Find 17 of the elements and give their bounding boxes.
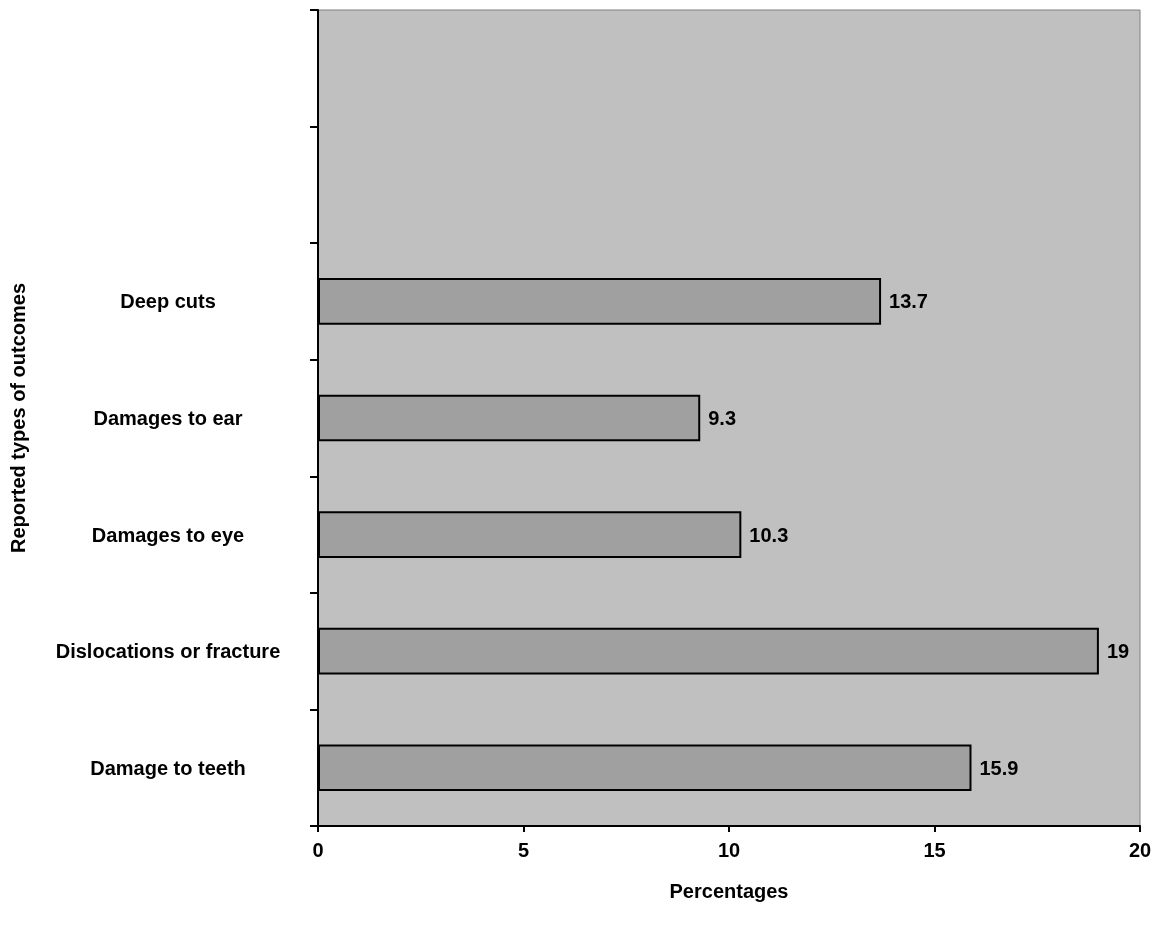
data-label: 9.3: [708, 407, 737, 429]
x-tick-label: 20: [1128, 839, 1152, 861]
y-tick-label: Damage to teeth: [90, 756, 246, 779]
y-tick-label: Damages to eye: [91, 523, 245, 546]
data-label: 13.7: [889, 290, 929, 313]
data-label: 10.3: [749, 523, 789, 546]
y-tick-label: Damages to ear: [93, 407, 243, 429]
y-axis-title: Reported types of outcomes: [7, 282, 29, 554]
x-tick-label: 0: [312, 839, 324, 861]
data-label: 15.9: [979, 756, 1019, 779]
data-label: 19: [1106, 640, 1130, 663]
x-axis-title: Percentages: [669, 880, 789, 902]
x-tick-label: 10: [717, 839, 741, 861]
y-tick-label: Dislocations or fracture: [55, 640, 281, 663]
x-tick-label: 5: [517, 839, 530, 861]
y-tick-label: Deep cuts: [120, 290, 216, 313]
x-tick-label: 15: [923, 839, 946, 861]
